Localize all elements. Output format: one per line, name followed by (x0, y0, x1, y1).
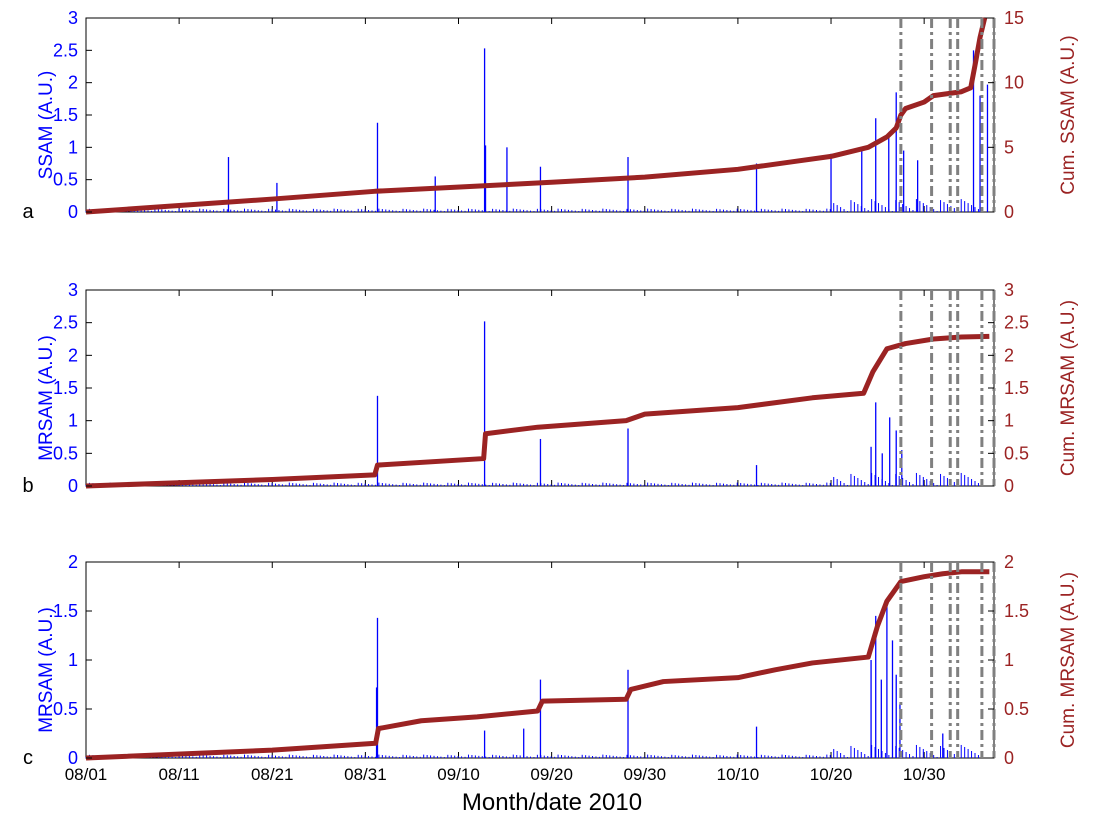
y-tick-label-left: 0 (68, 476, 78, 496)
x-tick-label: 09/10 (437, 765, 480, 784)
y-tick-label-right: 2 (1004, 552, 1014, 572)
y-axis-label-right: Cum. MRSAM (A.U.) (1058, 572, 1079, 748)
x-tick-label: 08/21 (251, 765, 294, 784)
y-tick-label-left: 2.5 (53, 40, 78, 60)
y-tick-label-left: 2.5 (53, 313, 78, 333)
y-tick-label-right: 0.5 (1004, 443, 1029, 463)
x-tick-label: 08/31 (344, 765, 387, 784)
x-tick-label: 09/30 (623, 765, 666, 784)
x-tick-label: 08/11 (158, 765, 199, 784)
x-tick-label: 10/10 (717, 765, 760, 784)
y-tick-label-right: 1.5 (1004, 601, 1029, 621)
y-tick-label-right: 5 (1004, 137, 1014, 157)
y-tick-label-right: 1 (1004, 650, 1014, 670)
y-axis-label-right: Cum. MRSAM (A.U.) (1058, 300, 1079, 476)
y-tick-label-right: 0 (1004, 476, 1014, 496)
y-tick-label-left: 0 (68, 202, 78, 222)
y-tick-label-right: 1 (1004, 411, 1014, 431)
y-tick-label-left: 2 (68, 552, 78, 572)
y-axis-label-left: MRSAM (A.U.) (36, 607, 57, 733)
y-tick-label-right: 15 (1004, 8, 1024, 28)
cumulative-line (86, 18, 985, 212)
y-tick-label-left: 3 (68, 280, 78, 300)
y-tick-label-left: 2 (68, 345, 78, 365)
y-tick-label-left: 2 (68, 73, 78, 93)
cumulative-line (86, 572, 989, 758)
x-tick-label: 10/20 (810, 765, 853, 784)
panel-label: a (22, 201, 34, 223)
y-tick-label-right: 0 (1004, 748, 1014, 768)
y-tick-label-right: 0 (1004, 202, 1014, 222)
y-tick-label-right: 1.5 (1004, 378, 1029, 398)
x-tick-label: 09/20 (530, 765, 573, 784)
x-axis-label: Month/date 2010 (462, 789, 642, 816)
y-tick-label-left: 3 (68, 8, 78, 28)
panel-label: b (22, 475, 33, 497)
y-tick-label-right: 10 (1004, 73, 1024, 93)
y-tick-label-left: 1 (68, 411, 78, 431)
y-axis-label-left: SSAM (A.U.) (36, 71, 57, 180)
y-tick-label-right: 2.5 (1004, 313, 1029, 333)
y-axis-label-right: Cum. SSAM (A.U.) (1058, 35, 1079, 194)
y-tick-label-right: 3 (1004, 280, 1014, 300)
x-tick-label: 08/01 (65, 765, 108, 784)
x-tick-label: 10/30 (903, 765, 946, 784)
panel-label: c (23, 747, 33, 769)
y-tick-label-right: 0.5 (1004, 699, 1029, 719)
y-axis-label-left: MRSAM (A.U.) (36, 335, 57, 461)
y-tick-label-left: 1 (68, 650, 78, 670)
y-tick-label-left: 1 (68, 137, 78, 157)
cumulative-line (86, 336, 989, 486)
y-tick-label-right: 2 (1004, 345, 1014, 365)
